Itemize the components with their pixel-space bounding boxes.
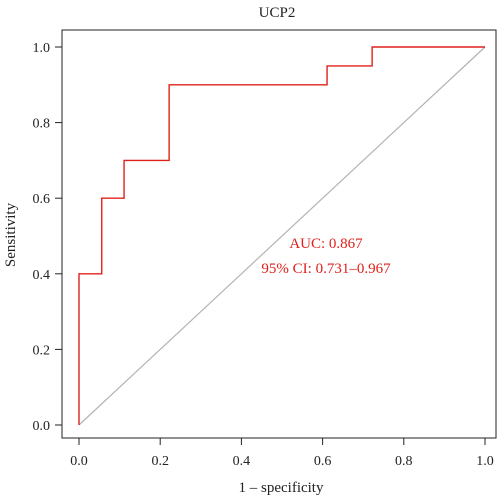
x-tick-label: 0.4 — [233, 454, 251, 469]
x-axis-label: 1 – specificity — [239, 480, 324, 496]
auc-annotation: AUC: 0.867 — [289, 236, 363, 252]
x-tick-label: 0.2 — [151, 454, 169, 469]
roc-curve-line — [78, 46, 485, 425]
y-tick-label: 0.8 — [33, 117, 51, 132]
y-axis-label: Sensitivity — [3, 202, 19, 267]
y-tick-label: 1.0 — [33, 41, 51, 56]
x-tick-label: 0.8 — [395, 454, 413, 469]
x-tick-label: 1.0 — [476, 454, 494, 469]
x-tick-label: 0.6 — [314, 454, 332, 469]
chart-title: UCP2 — [259, 5, 296, 21]
reference-diagonal-line — [78, 46, 486, 426]
plot-frame — [61, 29, 497, 439]
ci-annotation: 95% CI: 0.731–0.967 — [261, 261, 391, 277]
y-tick-label: 0.0 — [33, 419, 51, 434]
x-tick-label: 0.0 — [70, 454, 88, 469]
y-tick-label: 0.2 — [33, 343, 51, 358]
y-tick-label: 0.4 — [33, 268, 51, 283]
y-tick-label: 0.6 — [33, 192, 51, 207]
